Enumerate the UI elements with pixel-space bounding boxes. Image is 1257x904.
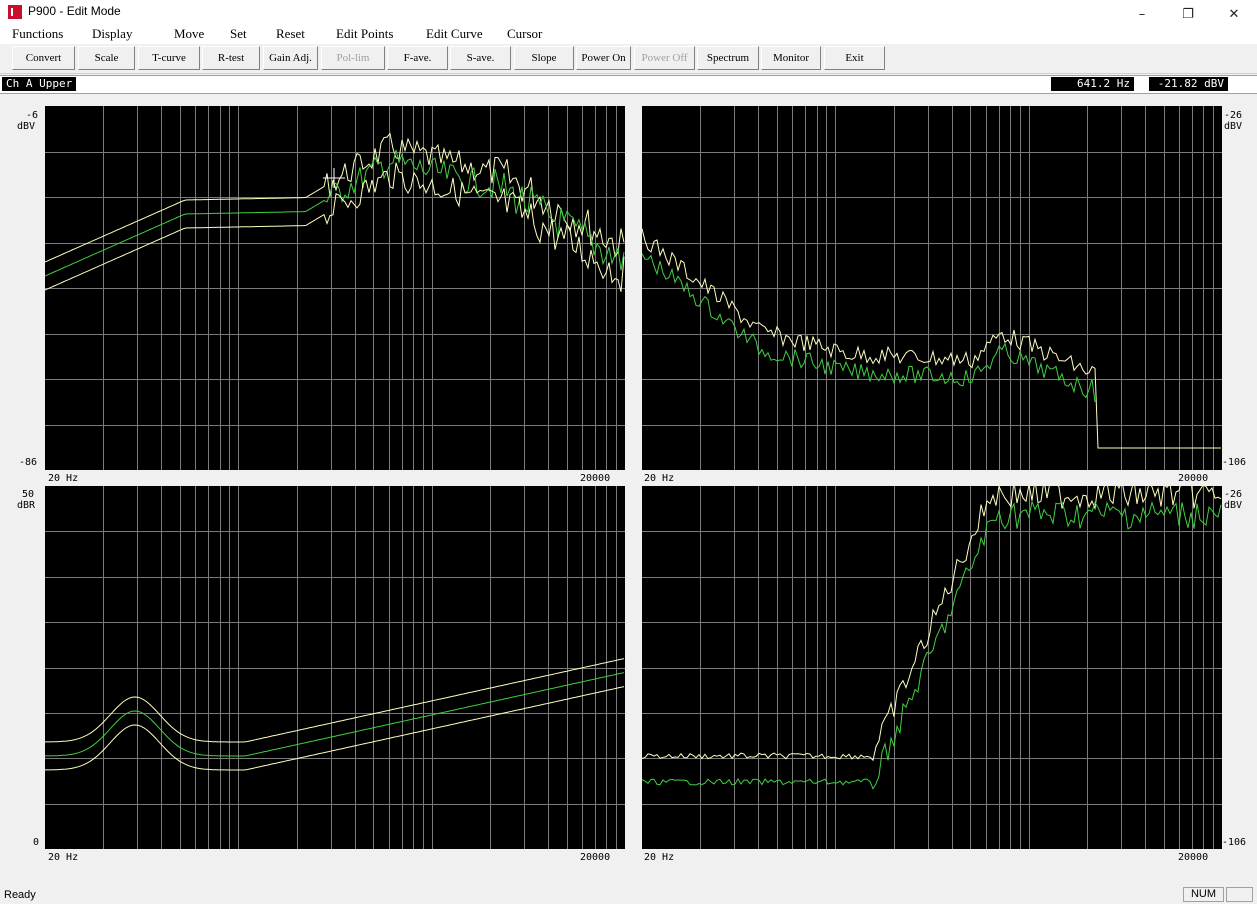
tl-x-end-label: 20000 — [580, 473, 611, 484]
status-bar: Ready NUM — [0, 886, 1257, 904]
br-y-top-label: -26 — [1224, 489, 1243, 500]
power-off-button[interactable]: Power Off — [634, 46, 695, 70]
br-x-start-label: 20 Hz — [644, 852, 675, 863]
plot-bottom-left[interactable] — [45, 486, 625, 849]
menu-set[interactable]: Set — [230, 26, 247, 41]
lower-limit-curve — [45, 686, 625, 771]
bl-y-bottom-label: 0 — [33, 837, 40, 848]
tr-y-unit-label: dBV — [1224, 121, 1243, 132]
upper-limit-curve — [45, 658, 625, 743]
tr-x-end-label: 20000 — [1178, 473, 1209, 484]
plot-bottom-left-canvas — [45, 486, 625, 849]
bl-x-start-label: 20 Hz — [48, 852, 79, 863]
gain-adj-button[interactable]: Gain Adj. — [263, 46, 318, 70]
s-ave-button[interactable]: S-ave. — [450, 46, 511, 70]
br-y-bottom-label: -106 — [1222, 837, 1247, 848]
title-bar: P900 - Edit Mode – ❐ ✕ — [0, 0, 1257, 24]
grid — [642, 106, 1222, 470]
cursor-level-readout: -21.82 dBV — [1149, 77, 1228, 91]
crosshair-cursor[interactable] — [323, 168, 345, 188]
monitor-button[interactable]: Monitor — [761, 46, 821, 70]
status-pane-empty — [1226, 887, 1253, 902]
app-k-icon[interactable] — [8, 5, 22, 19]
convert-button[interactable]: Convert — [12, 46, 75, 70]
bl-x-end-label: 20000 — [580, 852, 611, 863]
plot-top-right[interactable] — [642, 106, 1222, 470]
restore-button[interactable]: ❐ — [1182, 7, 1194, 22]
num-lock-indicator: NUM — [1183, 887, 1224, 902]
menu-cursor[interactable]: Cursor — [507, 26, 543, 41]
tl-y-top-label: -6 — [26, 110, 39, 121]
pol-lim-button[interactable]: Pol-lim — [321, 46, 385, 70]
menu-display[interactable]: Display — [92, 26, 133, 41]
plot-bottom-right[interactable] — [642, 486, 1222, 849]
r-test-button[interactable]: R-test — [202, 46, 260, 70]
grid — [45, 106, 625, 470]
grid — [45, 486, 625, 849]
measured-curve — [642, 253, 1096, 403]
tl-x-start-label: 20 Hz — [48, 473, 79, 484]
toolbar: Convert Scale T-curve R-test Gain Adj. P… — [0, 44, 1257, 74]
t-curve-button[interactable]: T-curve — [138, 46, 200, 70]
close-button[interactable]: ✕ — [1228, 7, 1240, 22]
channel-label: Ch A Upper — [2, 77, 77, 91]
bl-y-top-label: 50 — [22, 489, 35, 500]
plot-bottom-right-canvas — [642, 486, 1222, 849]
tl-y-unit-label: dBV — [17, 121, 36, 132]
cursor-frequency-readout: 641.2 Hz — [1051, 77, 1134, 91]
exit-button[interactable]: Exit — [824, 46, 885, 70]
status-text: Ready — [4, 889, 36, 901]
tr-y-top-label: -26 — [1224, 110, 1243, 121]
limit-curve — [642, 228, 1221, 449]
f-ave-button[interactable]: F-ave. — [387, 46, 448, 70]
tr-x-start-label: 20 Hz — [644, 473, 675, 484]
power-on-button[interactable]: Power On — [576, 46, 631, 70]
plot-top-right-canvas — [642, 106, 1222, 470]
limit-curve — [642, 486, 1222, 762]
br-y-unit-label: dBV — [1224, 500, 1243, 511]
info-bar: Ch A Upper 641.2 Hz -21.82 dBV — [0, 75, 1257, 94]
grid — [642, 486, 1222, 849]
minimize-button[interactable]: – — [1138, 7, 1146, 22]
menu-edit-curve[interactable]: Edit Curve — [426, 26, 483, 41]
window-title: P900 - Edit Mode — [28, 4, 121, 18]
menu-edit-points[interactable]: Edit Points — [336, 26, 394, 41]
menu-functions[interactable]: Functions — [12, 26, 64, 41]
plot-top-left[interactable] — [45, 106, 625, 470]
menu-reset[interactable]: Reset — [276, 26, 305, 41]
measured-curve — [642, 499, 1222, 790]
bl-y-unit-label: dBR — [17, 500, 36, 511]
measured-curve — [45, 672, 625, 757]
lower-limit-curve — [45, 162, 625, 292]
menu-bar: Functions Display Move Set Reset Edit Po… — [0, 24, 1257, 44]
tl-y-bottom-label: -86 — [19, 457, 38, 468]
plot-top-left-canvas — [45, 106, 625, 470]
spectrum-button[interactable]: Spectrum — [697, 46, 759, 70]
menu-move[interactable]: Move — [174, 26, 205, 41]
tr-y-bottom-label: -106 — [1222, 457, 1247, 468]
scale-button[interactable]: Scale — [78, 46, 135, 70]
slope-button[interactable]: Slope — [514, 46, 574, 70]
br-x-end-label: 20000 — [1178, 852, 1209, 863]
